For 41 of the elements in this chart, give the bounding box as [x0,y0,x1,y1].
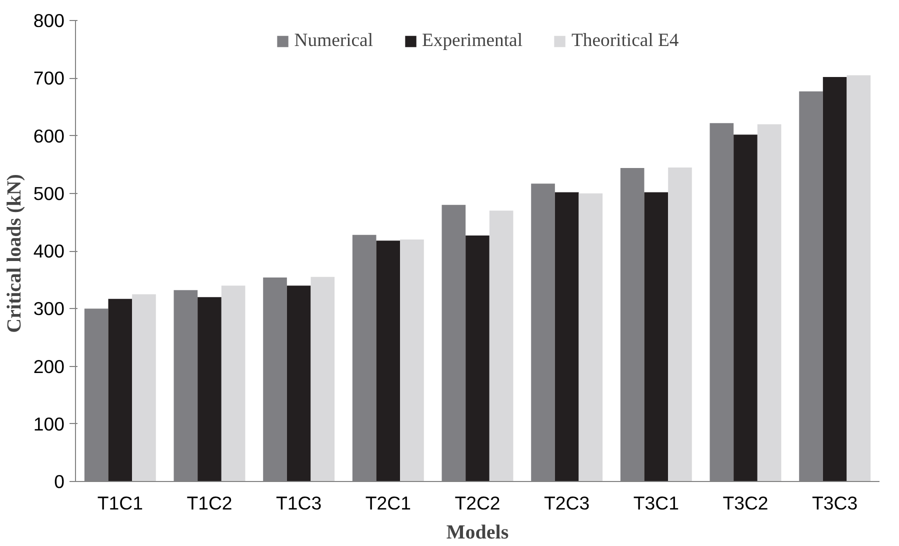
y-tick-label: 200 [33,356,65,377]
y-tick-label: 800 [33,10,65,31]
bar [757,124,782,482]
bar [734,134,758,482]
x-tick-label: T3C1 [633,492,679,514]
bar [668,167,692,482]
bar [466,235,490,482]
bar [376,240,400,482]
bar [132,294,156,482]
bar [578,193,603,482]
bar [310,276,335,482]
bar [221,286,246,482]
y-tick-label: 400 [33,240,65,262]
x-tick-label: T1C3 [276,492,322,514]
bar [554,192,579,482]
bar [644,192,668,482]
bar [489,210,514,482]
x-tick-label: T2C1 [365,492,411,514]
legend-label: Numerical [294,30,373,52]
x-tick-label: T3C3 [812,492,858,514]
x-tick-label: T3C2 [722,492,768,514]
y-tick-label: 700 [33,68,65,89]
y-tick-label: 100 [33,413,65,434]
bar [400,239,424,482]
legend-label: Experimental [422,30,522,52]
x-tick-label: T1C1 [97,492,143,514]
bar [822,76,847,482]
y-tick-label: 300 [33,298,65,320]
x-tick-label: T2C3 [544,492,590,514]
bar [286,286,311,482]
y-axis-title: Critical loads (kN) [3,174,26,333]
legend-label: Theoritical E4 [572,30,679,52]
bar [198,297,222,482]
bar [108,298,132,482]
y-tick-label: 600 [33,125,65,146]
y-tick-label: 0 [54,471,65,492]
bar [846,75,871,482]
x-tick-label: T1C2 [186,492,232,514]
x-tick-label: T2C2 [454,492,500,514]
x-axis-title: Models [446,522,509,544]
y-tick-label: 500 [33,182,65,204]
